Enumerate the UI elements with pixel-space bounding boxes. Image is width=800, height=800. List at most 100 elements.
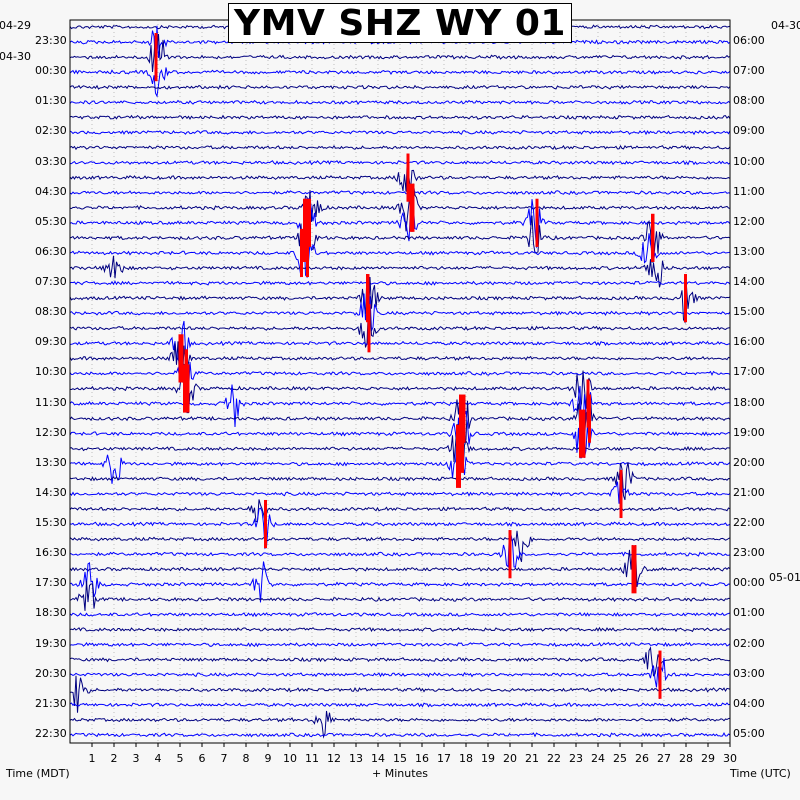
x-tick-label: 23: [569, 752, 583, 765]
seismic-trace: [69, 646, 731, 677]
seismic-trace: [69, 561, 731, 603]
clipped-signal: [588, 394, 591, 443]
seismic-trace: [69, 702, 731, 708]
seismic-trace: [69, 499, 731, 523]
clipped-signal: [264, 499, 267, 549]
clipped-signal: [178, 334, 184, 383]
clipped-signal: [409, 183, 415, 232]
left-date-next: 04-30: [0, 50, 31, 63]
x-tick-label: 7: [220, 752, 228, 765]
x-tick-label: 15: [393, 752, 407, 765]
x-tick-label: 28: [679, 752, 693, 765]
seismic-trace: [69, 159, 731, 166]
left-time-label: 22:30: [35, 726, 67, 740]
seismic-trace: [69, 67, 731, 98]
seismic-trace: [69, 215, 731, 263]
seismic-trace: [69, 363, 731, 414]
right-time-label: 23:00: [733, 546, 765, 560]
left-axis-label: Time (MDT): [6, 767, 70, 780]
left-time-label: 11:30: [35, 395, 67, 409]
clipped-signal: [651, 213, 655, 262]
seismic-trace: [69, 384, 731, 428]
left-time-label: 13:30: [35, 455, 67, 469]
right-time-label: 04:00: [733, 696, 765, 710]
x-tick-label: 20: [503, 752, 517, 765]
right-time-label: 02:00: [733, 636, 765, 650]
clipped-signal: [658, 650, 662, 699]
seismic-trace: [69, 84, 731, 90]
seismic-trace: [69, 153, 731, 192]
x-tick-label: 19: [481, 752, 495, 765]
seismic-trace: [69, 231, 731, 279]
right-time-label: 11:00: [733, 184, 765, 198]
clipped-signal: [183, 364, 190, 413]
right-time-label: 22:00: [733, 516, 765, 529]
seismic-trace: [69, 99, 731, 105]
left-time-label: 17:30: [35, 576, 67, 590]
x-tick-label: 9: [264, 752, 272, 765]
grid-layer: [91, 20, 709, 743]
seismic-trace: [69, 198, 731, 249]
right-date-next: 05-01: [769, 571, 800, 584]
right-date-start: 04-30: [771, 19, 800, 32]
seismic-trace: [69, 657, 731, 699]
clipped-signal: [406, 153, 410, 202]
right-time-label: 01:00: [733, 606, 765, 620]
x-tick-label: 8: [242, 752, 250, 765]
right-time-label: 00:00: [733, 576, 765, 590]
seismic-trace: [69, 409, 731, 459]
clipped-signal: [300, 228, 303, 278]
left-time-label: 02:30: [35, 124, 67, 138]
clipped-signal: [631, 545, 637, 594]
seismic-trace: [69, 255, 731, 288]
x-tick-label: 10: [283, 752, 297, 765]
x-tick-label: 5: [176, 752, 184, 765]
x-tick-label: 12: [327, 752, 341, 765]
seismic-trace: [69, 626, 731, 633]
right-time-label: 03:00: [733, 666, 765, 680]
clipped-signal: [303, 213, 306, 262]
x-tick-label: 11: [305, 752, 319, 765]
left-time-label: 14:30: [35, 485, 67, 499]
left-time-label: 12:30: [35, 425, 67, 439]
left-time-label: 05:30: [35, 214, 67, 228]
left-time-label: 20:30: [35, 666, 67, 680]
clipped-signal: [579, 409, 586, 458]
seismic-trace: [69, 293, 731, 331]
clipped-signal: [367, 304, 371, 353]
x-tick-label: 2: [110, 752, 118, 765]
left-time-label: 23:30: [35, 34, 67, 47]
left-time-label: 21:30: [35, 696, 67, 710]
clipped-signal: [154, 33, 158, 82]
x-tick-label: 21: [525, 752, 539, 765]
seismic-trace: [69, 529, 731, 568]
seismic-trace: [69, 641, 731, 648]
seismic-trace: [69, 280, 731, 286]
right-time-label: 10:00: [733, 154, 765, 168]
left-time-label: 08:30: [35, 305, 67, 319]
left-time-label: 06:30: [35, 244, 67, 258]
x-tick-label: 3: [132, 752, 140, 765]
left-time-label: 07:30: [35, 275, 67, 288]
right-time-label: 14:00: [733, 275, 765, 288]
clipped-signal: [366, 274, 370, 323]
left-time-label: 19:30: [35, 636, 67, 650]
chart-title: YMV SHZ WY 01: [228, 3, 572, 44]
x-tick-label: 30: [723, 752, 737, 765]
x-tick-label: 24: [591, 752, 605, 765]
clipped-signal: [303, 198, 311, 247]
seismic-trace: [69, 273, 731, 324]
seismic-trace: [69, 611, 731, 618]
right-axis-label: Time (UTC): [730, 767, 791, 780]
x-ticks: [91, 743, 731, 747]
right-time-label: 06:00: [733, 34, 765, 47]
clipped-signal: [684, 274, 687, 323]
seismic-trace: [69, 302, 731, 348]
left-time-label: 04:30: [35, 184, 67, 198]
x-tick-label: 13: [349, 752, 363, 765]
right-time-label: 16:00: [733, 335, 765, 349]
x-tick-label: 17: [437, 752, 451, 765]
right-time-label: 18:00: [733, 395, 765, 409]
clipped-signal: [619, 469, 623, 519]
